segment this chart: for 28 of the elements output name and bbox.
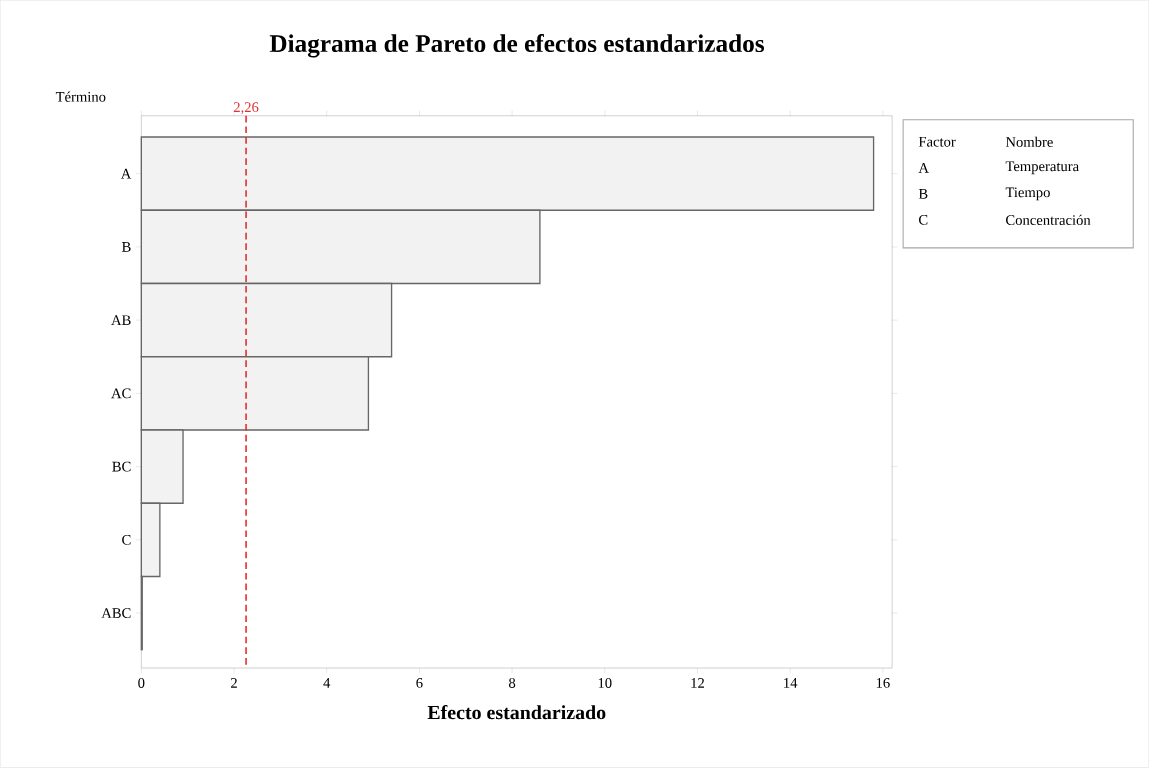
y-tick-label: C (122, 535, 131, 545)
y-tick-label: B (121, 242, 131, 252)
x-tick-label: 6 (416, 678, 423, 688)
x-tick-label: 8 (509, 678, 516, 688)
y-axis-title: Término (55, 91, 106, 102)
x-axis-title: Efecto estandarizado (427, 705, 606, 720)
x-tick-label: 4 (323, 678, 331, 688)
text: Factor (918, 137, 956, 147)
x-tick-label: 14 (784, 678, 798, 688)
x-tick-label: 2 (231, 678, 237, 688)
text: Temperatura (1005, 161, 1079, 175)
x-tick-label: 16 (876, 678, 890, 688)
x-tick-label: 12 (691, 678, 704, 688)
text: A (918, 163, 929, 173)
text: Concentración (1006, 214, 1091, 226)
y-tick-label: A (120, 168, 132, 179)
text: C (919, 215, 928, 225)
y-tick-label: BC (112, 461, 131, 472)
x-tick-label: 0 (138, 678, 145, 688)
y-tick-label: AC (111, 388, 131, 399)
text: Nombre (1005, 136, 1053, 148)
y-tick-label: ABC (101, 608, 131, 619)
text: B (918, 189, 928, 199)
chart-title: Diagrama de Pareto de efectos estandarizados (269, 34, 765, 58)
text: Tiempo (1005, 187, 1050, 201)
x-tick-label: 10 (598, 678, 612, 688)
ref-line-label: 2,26 (233, 102, 259, 115)
y-tick-label: AB (111, 315, 131, 326)
